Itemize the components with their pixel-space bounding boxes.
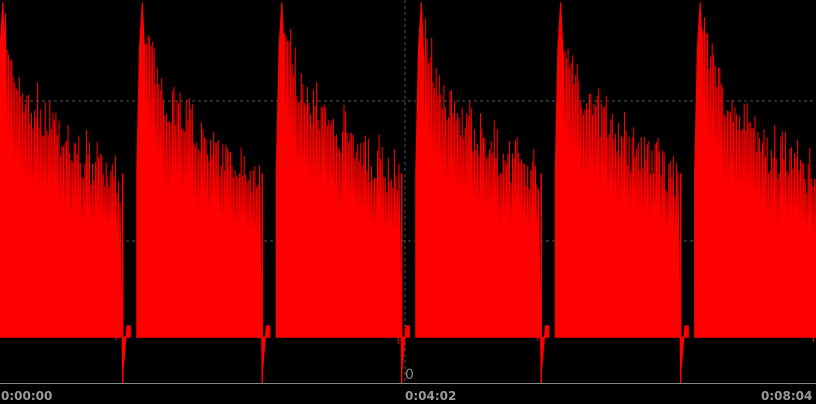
x-tick-label-end: 0:08:04 [761, 389, 812, 403]
waveform-segment [554, 1, 689, 376]
x-tick-label-start: 0:00:00 [1, 389, 52, 403]
center-zero-label: 0 [405, 367, 414, 383]
waveform-segment [275, 1, 410, 376]
waveform-segment [694, 1, 816, 342]
waveform-segment [0, 1, 131, 376]
waveform-segment [136, 1, 271, 376]
waveform-segment [415, 1, 550, 376]
series-layer [0, 1, 816, 383]
x-tick-label-middle: 0:04:02 [405, 389, 456, 403]
